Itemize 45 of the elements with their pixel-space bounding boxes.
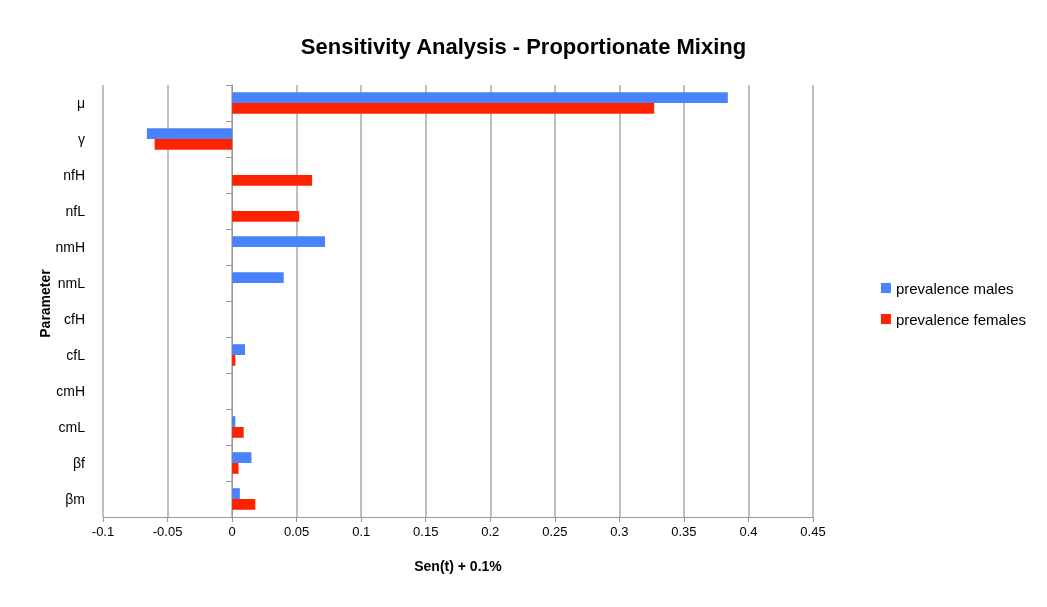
y-tick-label: nmH [55,239,85,255]
y-tick-label: βf [73,455,86,471]
x-tick-label: 0.3 [610,524,629,539]
y-tick-label: cmH [56,383,85,399]
bar [154,139,233,150]
y-tick-label: nfH [63,167,85,183]
x-tick-label: 0.45 [800,524,826,539]
y-tick-label: nfL [65,203,86,219]
y-tick-label: μ [76,95,85,111]
x-tick-label: -0.1 [91,524,115,539]
bar [232,272,284,283]
bar [232,355,236,366]
y-tick-label: cmL [58,419,86,435]
x-tick-label: 0 [228,524,236,539]
bar [232,499,256,510]
bar [232,427,244,438]
x-axis-title: Sen(t) + 0.1% [414,558,503,574]
bar [232,488,240,499]
bar [232,103,655,114]
x-tick-label: 0.35 [671,524,697,539]
bar [232,211,300,222]
bar [146,128,233,139]
y-tick-label: cfH [64,311,85,327]
x-tick-label: 0.15 [413,524,439,539]
x-tick-label: 0.25 [542,524,568,539]
x-tick-label: 0.2 [481,524,500,539]
bar [232,344,245,355]
bar [232,236,326,247]
y-tick-label: βm [65,491,85,507]
y-tick-label: cfL [66,347,86,363]
y-tick-label: γ [78,131,85,147]
bar [232,92,728,103]
chart-title: Sensitivity Analysis - Proportionate Mixing [300,33,747,59]
legend-label: prevalence males [895,279,1014,297]
bar [232,463,239,474]
bar [232,452,252,463]
x-tick-label: 0.05 [283,524,310,539]
x-tick-label: 0.1 [352,524,371,539]
bar [232,416,236,427]
y-axis-title: Parameter [37,268,53,338]
y-tick-label: nmL [57,275,86,291]
x-tick-label: -0.05 [152,524,183,539]
bar [232,175,313,186]
x-tick-label: 0.4 [739,524,758,539]
legend-label: prevalence females [895,310,1027,328]
